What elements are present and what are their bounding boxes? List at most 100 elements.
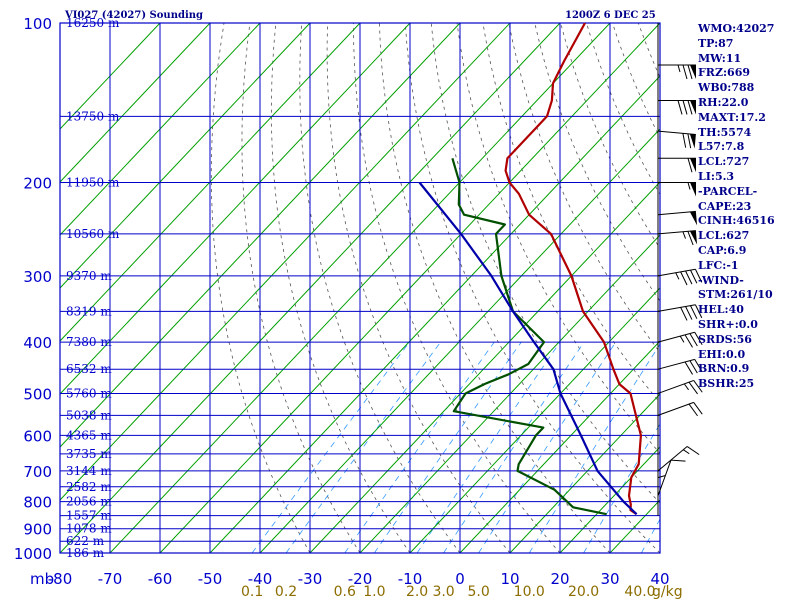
temp-tick-label: -50 [198,570,223,588]
wind-barb-half [687,182,691,190]
isotherm-line [60,23,211,183]
wind-barb-flag [694,331,703,346]
isotherm-line [409,287,660,553]
wind-barb-flag [687,231,694,246]
dry-adiabat [430,23,660,504]
wind-barb-flag [684,334,693,348]
dry-adiabat [270,23,411,553]
pressure-tick-label: 100 [23,15,52,33]
wind-barb-half [679,335,685,343]
wind-barb-half [683,383,689,391]
pressure-tick-label: 600 [23,427,52,445]
wind-barb [658,182,696,197]
stat-item: HEL:40 [698,303,744,317]
stat-item: EHI:0.0 [698,347,746,361]
stat-item: LCL:627 [698,229,750,243]
pressure-tick-label: 400 [23,334,52,352]
wind-barb [658,64,696,80]
wind-barb-staff [657,304,696,312]
stat-item: SRDS:56 [698,332,752,346]
temp-tick-label: 40 [650,570,669,588]
height-label: 5760 m [66,386,112,400]
pressure-tick-label: 300 [23,268,52,286]
wind-barb [657,459,686,496]
wind-barb-flag [682,100,688,115]
mixing-ratio-label: 0.1 [241,584,263,600]
wind-barb-flag [688,403,698,417]
wind-barb-staff [657,379,694,394]
isotherm-line [60,23,161,130]
mixing-ratio-label: 10.0 [514,584,545,600]
wind-barb-flag [684,361,693,375]
mixing-ratio-label: 0.2 [275,584,297,600]
height-label: 11950 m [66,176,120,190]
isotherm-line [559,446,660,553]
height-label: 4365 m [66,428,112,442]
wind-barb-flag [689,360,698,374]
mixing-ratio-label: 40.0 [624,584,655,600]
wind-barb-flag [689,333,698,347]
pressure-tick-label: 700 [23,463,52,481]
dewpoint-line [451,157,607,516]
wind-barb-staff [657,459,672,496]
wind-barb-flag [680,307,688,321]
wind-barb-half [657,475,666,479]
height-label: 10560 m [66,227,120,241]
temp-tick-label: 20 [550,570,569,588]
wind-barb [658,99,696,115]
mixing-ratio-line [443,341,585,553]
stat-item: WMO:42027 [698,22,775,35]
wind-barb-half [677,64,681,73]
wind-barb [657,230,698,246]
plot-frame [59,22,661,554]
height-labels: 16250 m 13750 m 11950 m 10560 m 9370 m 8319 m… [66,16,120,560]
wind-barb [658,157,696,173]
wind-barb-pennant [690,158,696,173]
stat-item: TP:87 [698,36,734,50]
wind-barb-pennant [689,230,698,245]
isotherm-line [60,23,361,342]
temp-tick-label: -10 [398,570,423,588]
height-label: 3735 m [66,447,112,461]
wind-barb-flag [694,359,703,373]
stat-item: CINH:46516 [698,214,775,228]
height-label: 2582 m [66,480,112,494]
height-label: 9370 m [66,269,112,283]
wind-barb-pennant [690,100,696,115]
wind-barb-flag [685,306,693,320]
wind-barb-flag [687,158,693,173]
wind-barb-flag [670,459,686,462]
mixing-ratio-line [251,341,410,553]
wind-barb-flag [690,305,698,319]
wind-barb-pennant [689,133,696,149]
wind-barb-flag [688,381,698,395]
wind-barb-half [682,231,686,239]
wind-barb-staff [657,268,696,277]
isotherm-line [509,393,660,553]
stat-item: RH:22.0 [698,95,749,109]
pressure-tick-label: 900 [23,521,52,539]
temp-tick-label: 30 [600,570,619,588]
wind-barb-flag [682,133,687,148]
height-label: 2056 m [66,495,112,509]
mixing-ratio-line [583,423,660,553]
pressure-tick-label: 800 [23,494,52,512]
wind-barb-staff [657,130,696,135]
wind-barb-staff [657,358,695,370]
stat-item: -WIND- [698,273,744,287]
pressure-tick-label: 1000 [14,545,52,563]
wind-barb [657,210,698,226]
wind-barb [657,268,703,286]
mixing-ratio-line [478,341,617,553]
mixing-ratio-line [416,341,561,553]
pressure-tick-label: 200 [23,175,52,193]
stat-item: -PARCEL- [698,184,758,198]
mixing-ratio-label: 20.0 [568,584,599,600]
height-label: 3144 m [66,464,112,478]
mixing-ratio-line [528,343,660,553]
wind-barb-half [682,449,690,455]
temp-tick-label: 10 [500,570,519,588]
temp-tick-label: -60 [148,570,173,588]
isotherm-line [60,23,261,236]
